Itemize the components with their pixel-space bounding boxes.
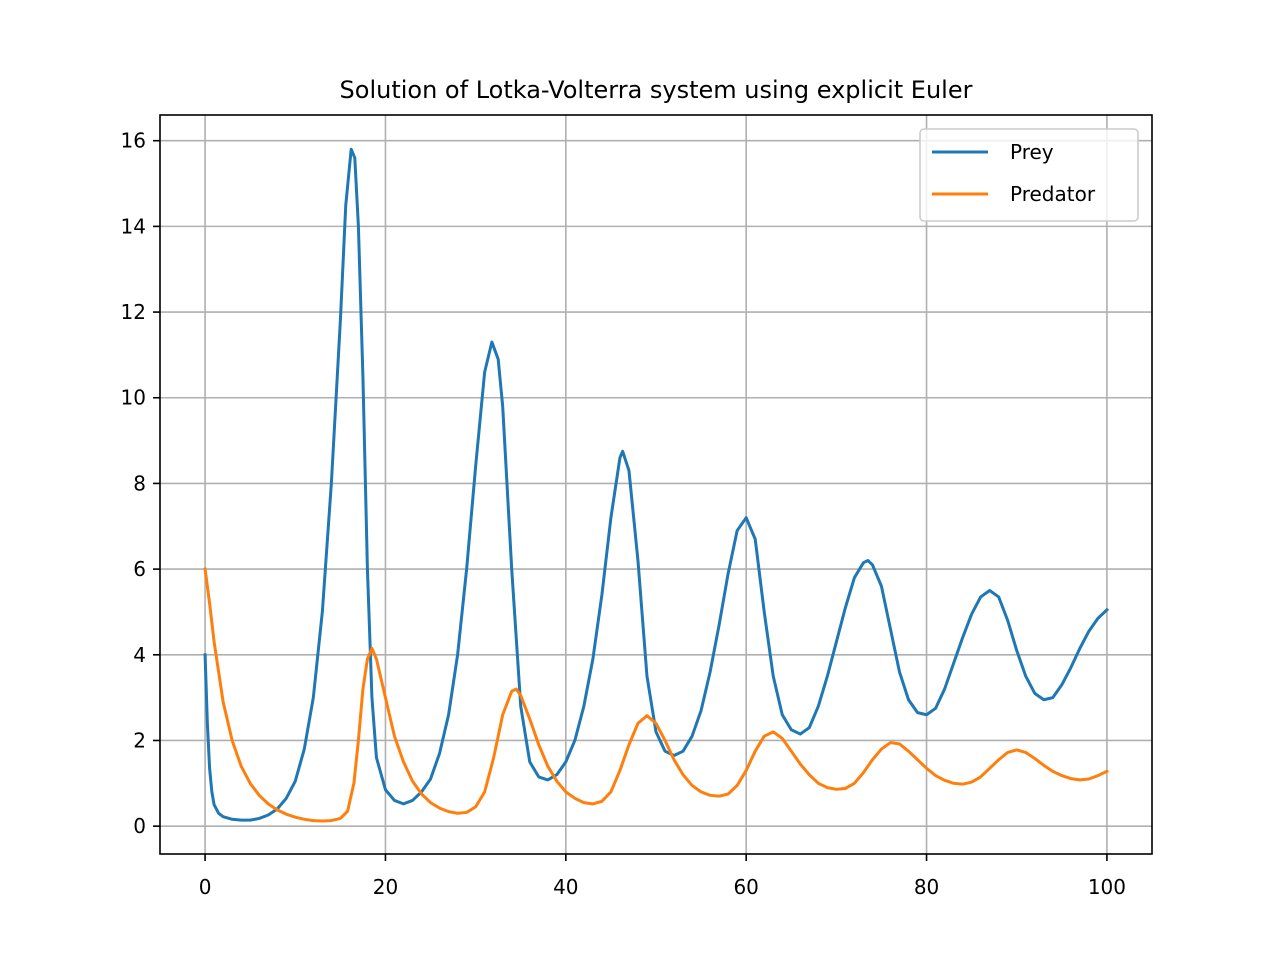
y-tick-label: 4 [133, 643, 146, 667]
y-axis-ticks: 0 2 4 6 8 10 12 14 16 [121, 129, 160, 838]
x-tick-label: 20 [373, 875, 398, 899]
x-tick-label: 60 [733, 875, 758, 899]
legend-label-predator: Predator [1010, 182, 1096, 206]
grid [160, 115, 1152, 854]
chart-title: Solution of Lotka-Volterra system using … [340, 76, 973, 104]
plot-series [203, 147, 1110, 823]
y-tick-label: 16 [121, 129, 146, 153]
prey-series-line [203, 147, 1110, 822]
predator-series-line [203, 567, 1109, 823]
x-tick-label: 80 [914, 875, 939, 899]
plot-frame [159, 114, 1153, 855]
x-tick-label: 0 [199, 875, 212, 899]
y-tick-label: 8 [133, 471, 146, 495]
y-tick-label: 10 [121, 386, 146, 410]
y-tick-label: 0 [133, 814, 146, 838]
x-tick-label: 100 [1088, 875, 1126, 899]
y-tick-label: 2 [133, 728, 146, 752]
legend-label-prey: Prey [1010, 140, 1054, 164]
x-tick-label: 40 [553, 875, 578, 899]
y-tick-label: 14 [121, 214, 146, 238]
y-tick-label: 12 [121, 300, 146, 324]
y-tick-label: 6 [133, 557, 146, 581]
x-axis-ticks: 0 20 40 60 80 100 [199, 854, 1126, 899]
legend: Prey Predator [919, 128, 1139, 222]
